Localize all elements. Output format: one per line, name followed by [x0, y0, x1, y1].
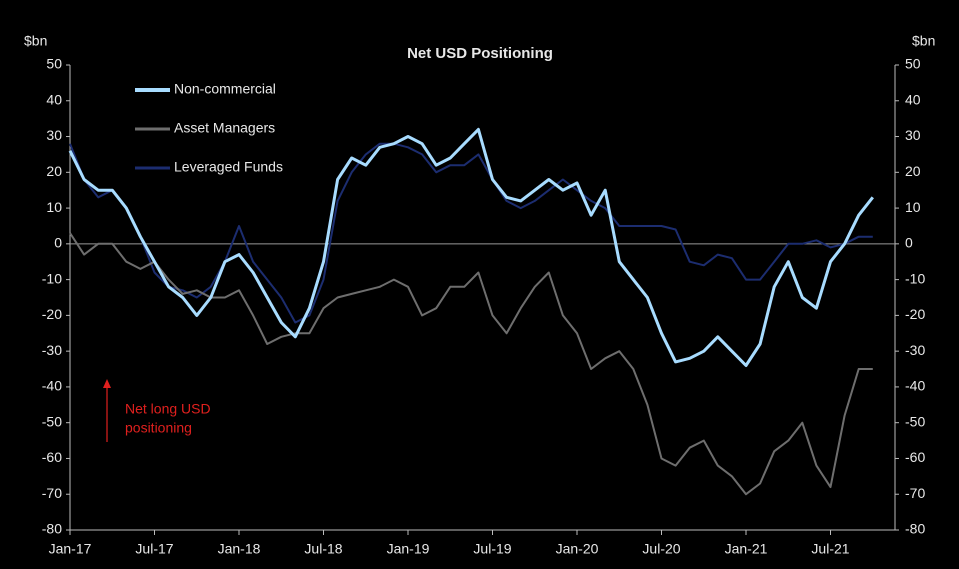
y2-tick-label: 20 [905, 163, 921, 179]
y-tick-label: -20 [42, 306, 62, 322]
y2-tick-label: -30 [905, 342, 925, 358]
x-tick-label: Jan-20 [556, 541, 599, 557]
y2-tick-label: 10 [905, 199, 921, 215]
legend-label: Non-commercial [174, 81, 276, 97]
y-axis-label: $bn [24, 33, 47, 49]
y2-tick-label: 0 [905, 235, 913, 251]
y-tick-label: 50 [46, 56, 62, 72]
y2-tick-label: 30 [905, 127, 921, 143]
annotation-text: Net long USD [125, 401, 211, 417]
y-tick-label: 20 [46, 163, 62, 179]
y-tick-label: -70 [42, 485, 62, 501]
x-tick-label: Jan-17 [49, 541, 92, 557]
x-tick-label: Jul-17 [135, 541, 173, 557]
x-tick-label: Jul-18 [304, 541, 342, 557]
x-tick-label: Jan-19 [387, 541, 430, 557]
x-tick-label: Jul-20 [642, 541, 680, 557]
y-tick-label: -30 [42, 342, 62, 358]
y2-tick-label: -20 [905, 306, 925, 322]
annotation-text: positioning [125, 420, 192, 436]
x-tick-label: Jul-19 [473, 541, 511, 557]
y2-tick-label: 40 [905, 91, 921, 107]
y2-tick-label: -10 [905, 270, 925, 286]
x-tick-label: Jan-21 [725, 541, 768, 557]
y2-tick-label: -60 [905, 449, 925, 465]
series-line [68, 127, 874, 367]
y-tick-label: -40 [42, 378, 62, 394]
y-tick-label: -10 [42, 270, 62, 286]
y2-tick-label: -80 [905, 521, 925, 537]
y2-tick-label: -70 [905, 485, 925, 501]
y-tick-label: 30 [46, 127, 62, 143]
y-tick-label: -60 [42, 449, 62, 465]
legend-label: Asset Managers [174, 120, 275, 136]
y2-axis-label: $bn [912, 33, 935, 49]
x-tick-label: Jan-18 [218, 541, 261, 557]
series-line [69, 142, 873, 324]
chart-title: Net USD Positioning [407, 45, 553, 62]
y2-tick-label: -40 [905, 378, 925, 394]
legend-label: Leveraged Funds [174, 159, 283, 175]
x-tick-label: Jul-21 [811, 541, 849, 557]
y-tick-label: 10 [46, 199, 62, 215]
y-tick-label: -50 [42, 413, 62, 429]
y-tick-label: -80 [42, 521, 62, 537]
y2-tick-label: 50 [905, 56, 921, 72]
y-tick-label: 40 [46, 91, 62, 107]
y-tick-label: 0 [54, 235, 62, 251]
series-line [69, 232, 873, 496]
annotation-arrowhead [103, 379, 111, 388]
y2-tick-label: -50 [905, 413, 925, 429]
